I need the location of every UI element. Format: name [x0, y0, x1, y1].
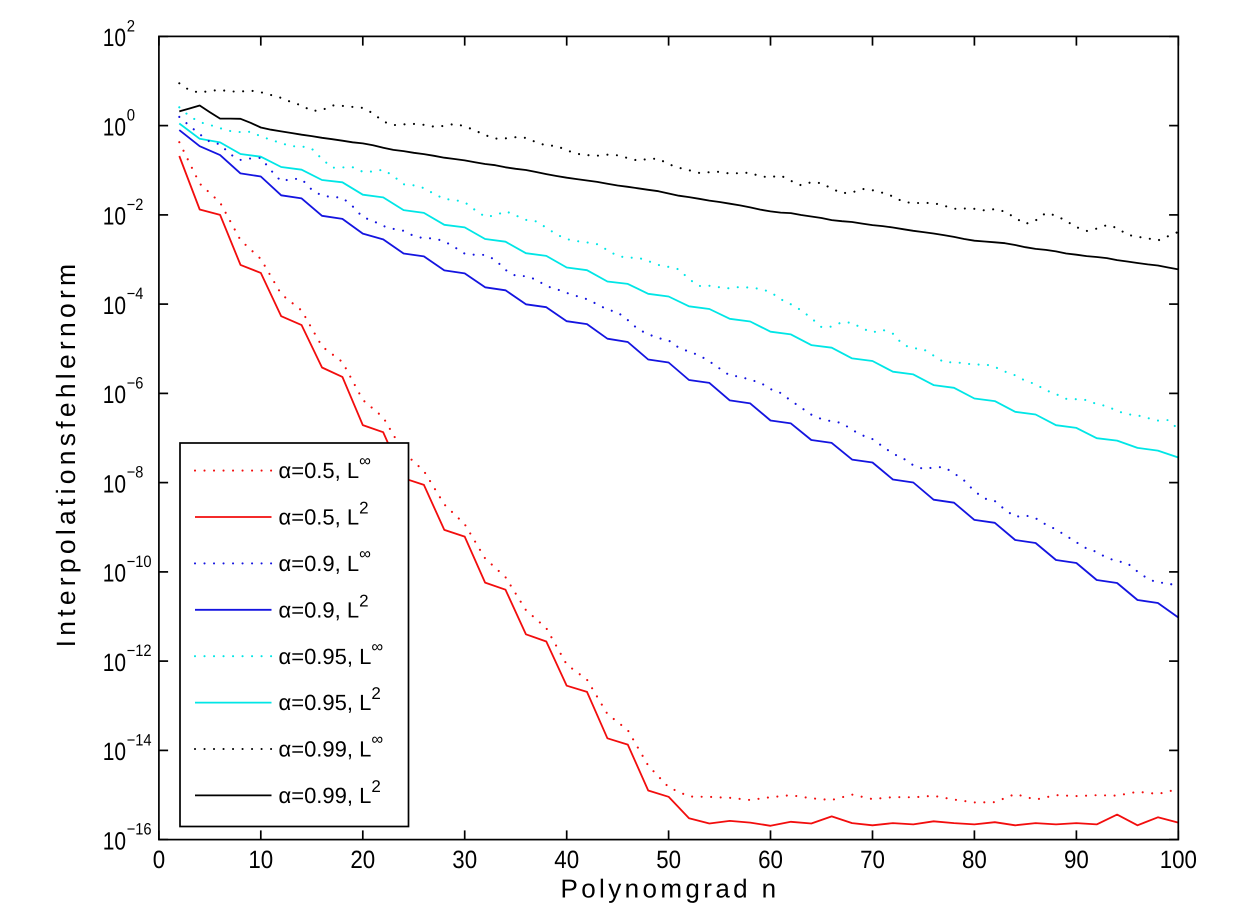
svg-text:70: 70	[860, 846, 885, 874]
svg-text:0: 0	[127, 107, 135, 125]
svg-text:α=0.5, L2: α=0.5, L2	[279, 499, 369, 530]
svg-text:10: 10	[103, 292, 126, 320]
svg-text:10: 10	[103, 560, 126, 588]
svg-text:0: 0	[153, 846, 165, 874]
svg-text:−16: −16	[127, 821, 152, 839]
svg-text:−14: −14	[127, 732, 152, 750]
svg-text:α=0.5, L∞: α=0.5, L∞	[279, 452, 372, 483]
svg-text:100: 100	[1160, 846, 1197, 874]
svg-text:−6: −6	[127, 375, 144, 393]
svg-text:10: 10	[103, 649, 126, 677]
svg-text:2: 2	[127, 18, 135, 36]
svg-text:10: 10	[103, 113, 126, 141]
svg-text:60: 60	[758, 846, 783, 874]
svg-text:Interpolationsfehlernorm: Interpolationsfehlernorm	[51, 260, 81, 648]
svg-text:50: 50	[656, 846, 681, 874]
svg-text:20: 20	[350, 846, 375, 874]
svg-text:10: 10	[248, 846, 273, 874]
svg-text:Polynomgrad n: Polynomgrad n	[560, 874, 779, 904]
svg-text:−10: −10	[127, 553, 152, 571]
svg-text:10: 10	[103, 738, 126, 766]
svg-text:80: 80	[962, 846, 987, 874]
svg-text:40: 40	[554, 846, 579, 874]
svg-text:α=0.95, L∞: α=0.95, L∞	[279, 638, 384, 669]
svg-text:−8: −8	[127, 464, 144, 482]
svg-text:α=0.9, L2: α=0.9, L2	[279, 591, 369, 622]
svg-text:α=0.99, L∞: α=0.99, L∞	[279, 731, 384, 762]
svg-text:α=0.95, L2: α=0.95, L2	[279, 684, 381, 715]
svg-text:10: 10	[103, 827, 126, 855]
svg-text:30: 30	[452, 846, 477, 874]
svg-text:α=0.99, L2: α=0.99, L2	[279, 777, 381, 808]
svg-text:−4: −4	[127, 285, 144, 303]
svg-text:−12: −12	[127, 642, 152, 660]
svg-text:α=0.9, L∞: α=0.9, L∞	[279, 545, 372, 576]
svg-text:10: 10	[103, 381, 126, 409]
svg-text:90: 90	[1064, 846, 1089, 874]
svg-text:10: 10	[103, 24, 126, 52]
svg-text:10: 10	[103, 470, 126, 498]
svg-text:10: 10	[103, 203, 126, 231]
svg-text:−2: −2	[127, 196, 144, 214]
